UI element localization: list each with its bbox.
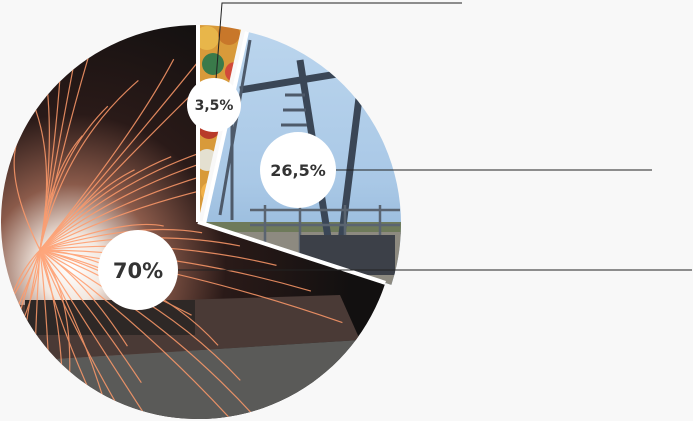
slice-label-food-text: 3,5% <box>195 98 234 114</box>
spark-streak <box>39 135 83 251</box>
spark-streak <box>39 156 172 251</box>
spark-streak <box>39 105 109 251</box>
spark-streak <box>39 223 164 251</box>
spark-streak <box>39 249 142 384</box>
slice-label-oil: 26,5% <box>260 132 336 208</box>
spark-streak <box>39 42 214 251</box>
spark-streak <box>39 249 148 419</box>
slice-label-oil-text: 26,5% <box>270 161 326 180</box>
spark-streak <box>39 58 175 251</box>
spark-streak <box>39 249 52 419</box>
spark-streak <box>39 249 259 419</box>
slice-label-food: 3,5% <box>187 78 241 132</box>
slice-label-weld: 70% <box>98 230 178 310</box>
slice-label-weld-text: 70% <box>113 259 163 283</box>
spark-streak <box>39 249 71 379</box>
spark-streak <box>39 148 211 251</box>
spark-streak <box>39 80 139 251</box>
slice-separator <box>197 220 386 285</box>
spark-streak <box>39 249 270 419</box>
spark-streak <box>39 169 135 251</box>
leader-line-food <box>213 2 462 106</box>
spark-streak <box>39 249 128 347</box>
spark-streak <box>39 249 343 324</box>
spark-streak <box>0 249 41 419</box>
spark-streak <box>0 249 41 419</box>
